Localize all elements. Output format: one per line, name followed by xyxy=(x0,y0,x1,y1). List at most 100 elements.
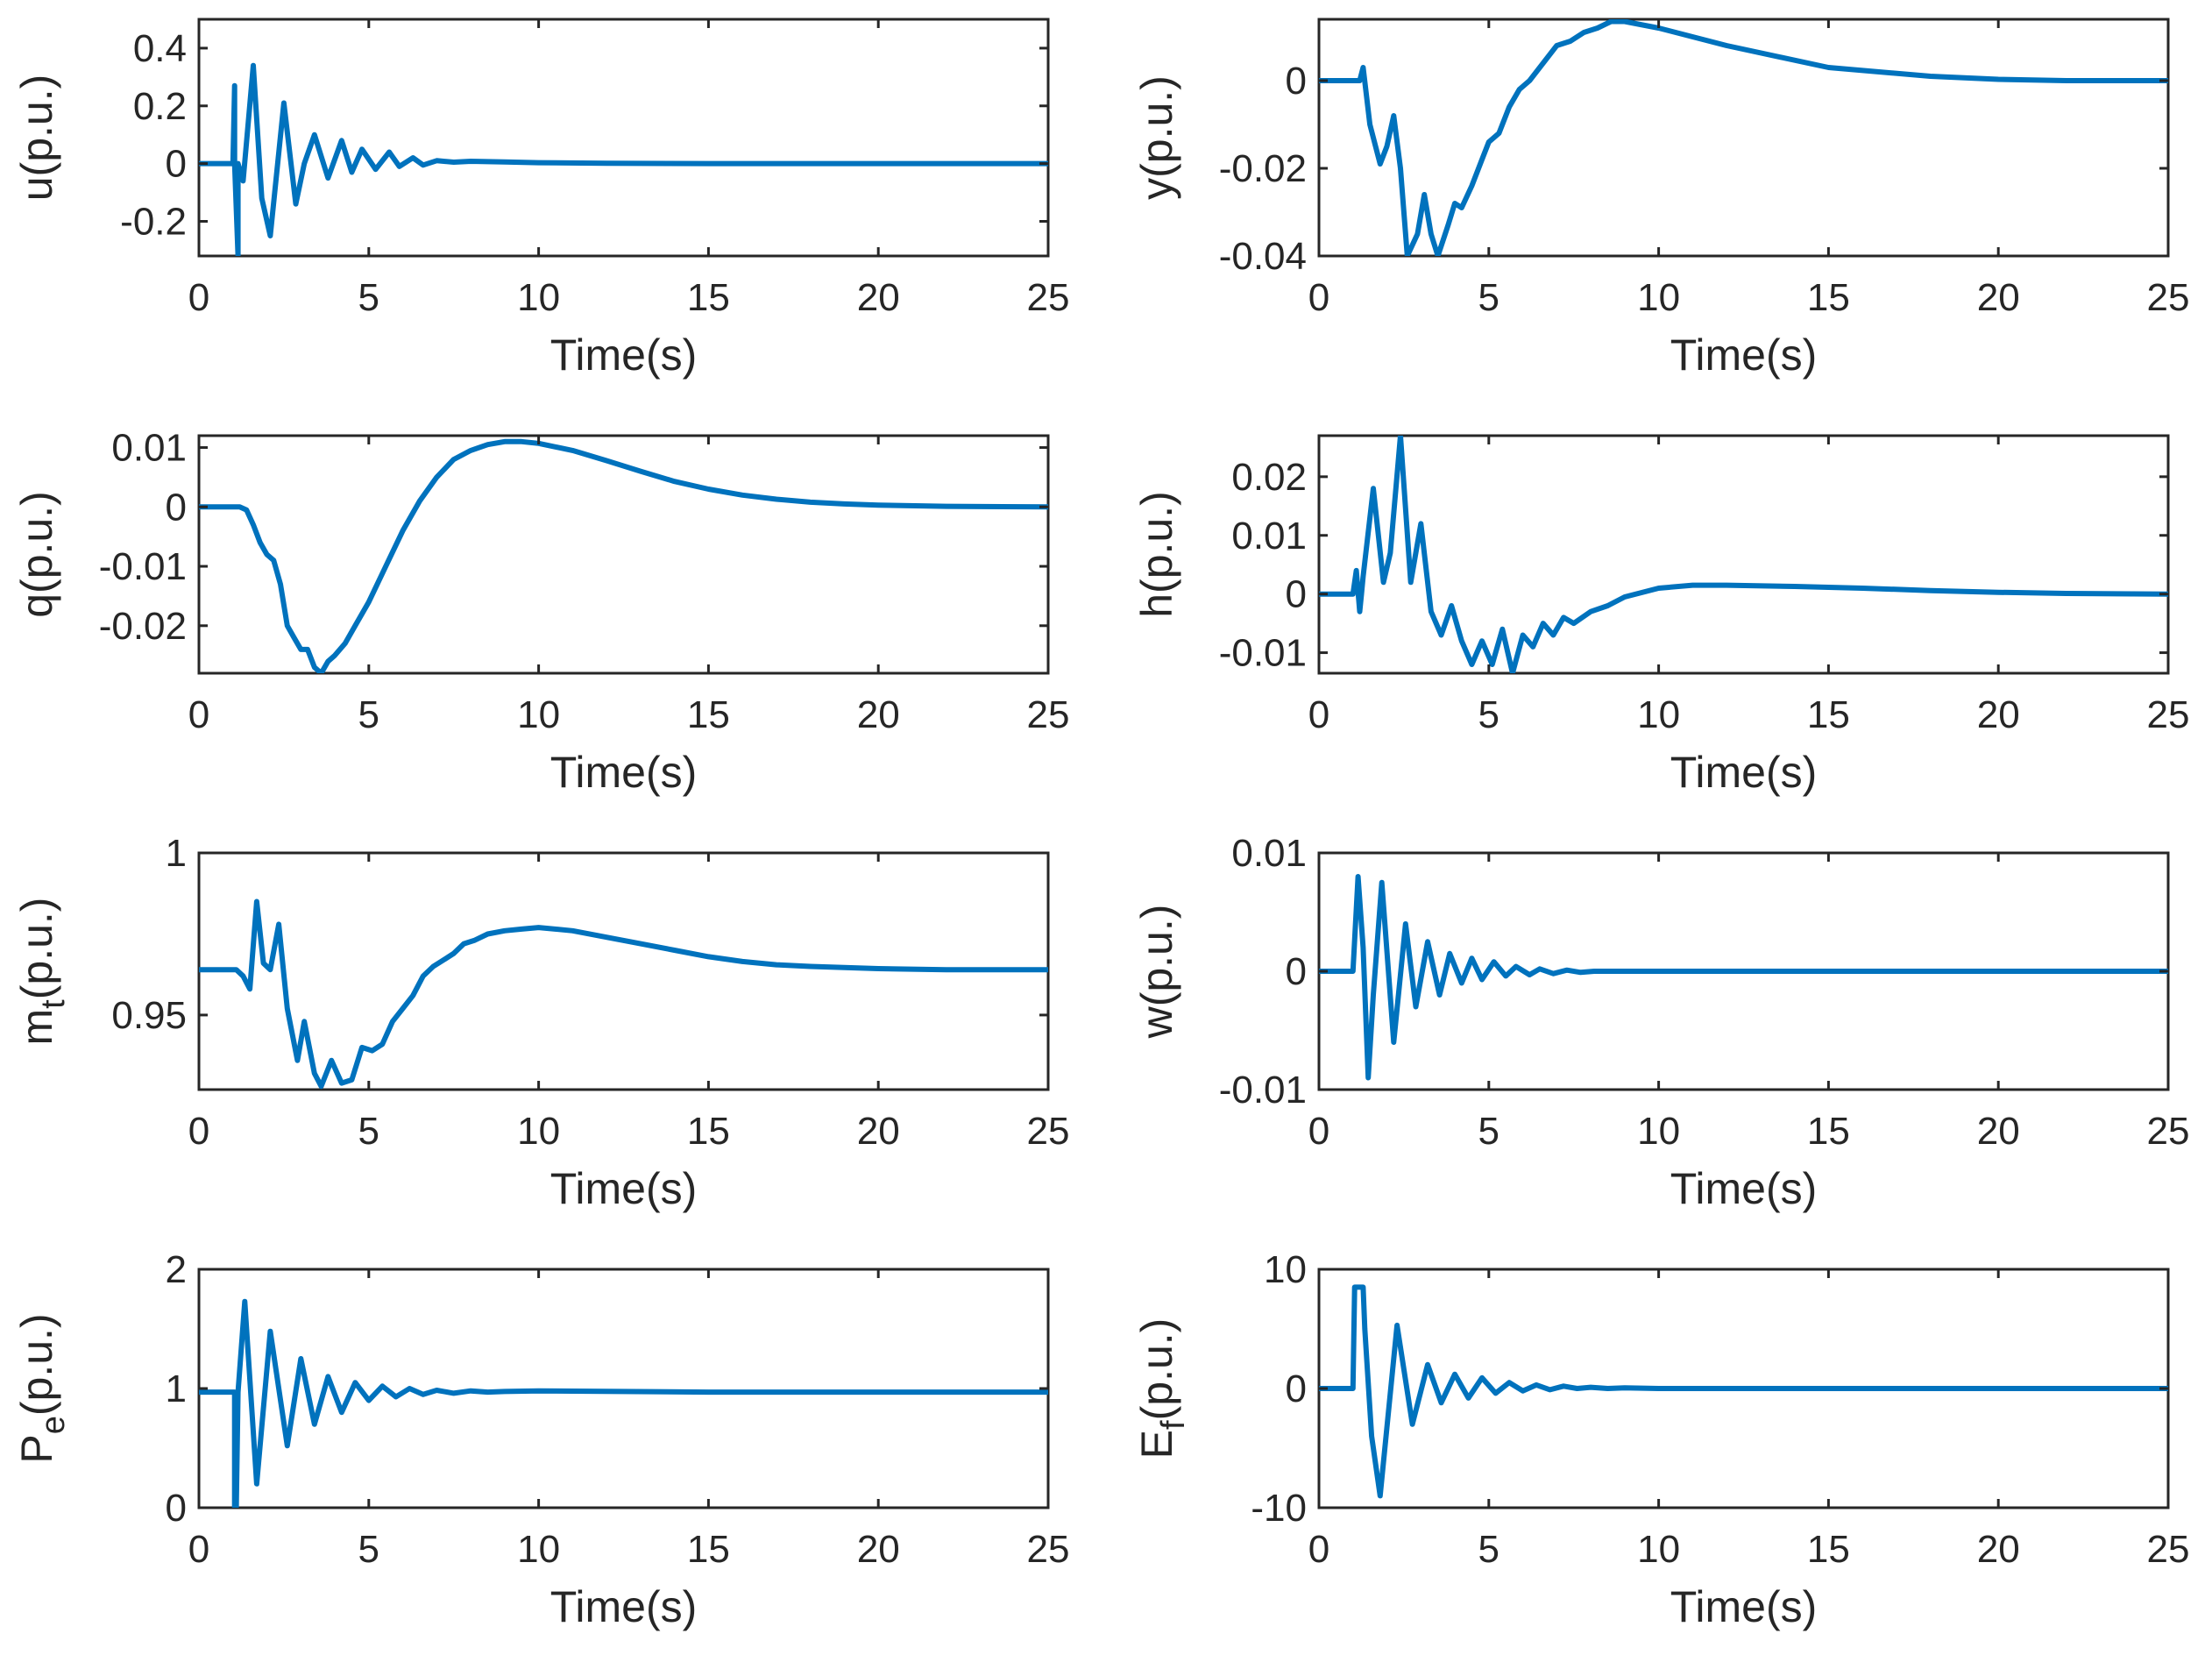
y-axis-title: mt(p.u.) xyxy=(12,898,72,1046)
x-tick-label: 20 xyxy=(1977,693,2020,736)
x-tick-label: 15 xyxy=(1807,1110,1850,1153)
x-tick-label: 15 xyxy=(687,1110,730,1153)
x-tick-label: 10 xyxy=(517,693,560,736)
x-tick-label: 10 xyxy=(1637,276,1680,319)
x-tick-label: 15 xyxy=(1807,1528,1850,1571)
series-line-Pe xyxy=(199,1298,1048,1508)
axes-frame xyxy=(197,18,1050,258)
x-tick-label: 25 xyxy=(1027,693,1070,736)
x-axis-title: Time(s) xyxy=(1670,1582,1818,1631)
y-tick-label: 0.4 xyxy=(133,27,187,70)
x-tick-label: 10 xyxy=(1637,1528,1680,1571)
y-tick-label: 0 xyxy=(166,143,187,186)
y-tick-label: -0.01 xyxy=(1219,632,1307,675)
x-tick-label: 20 xyxy=(857,1528,900,1571)
y-axis-title: q(p.u.) xyxy=(12,491,61,618)
x-tick-label: 25 xyxy=(1027,1110,1070,1153)
y-tick-label: 0.01 xyxy=(111,427,187,470)
subplot-Pe: 0 5 10 15 20 25 0 1 2 Time(s) Pe(p.u.) xyxy=(12,1248,1069,1631)
x-tick-label: 0 xyxy=(1308,276,1329,319)
x-tick-label: 10 xyxy=(1637,1110,1680,1153)
y-tick-label: 1 xyxy=(166,832,187,875)
x-tick-label: 5 xyxy=(1478,1110,1499,1153)
y-axis-title: Pe(p.u.) xyxy=(12,1313,72,1463)
series-line-w xyxy=(1319,874,2168,1081)
x-tick-label: 15 xyxy=(687,693,730,736)
y-tick-label: -0.2 xyxy=(120,200,187,243)
x-tick-label: 25 xyxy=(2147,1110,2190,1153)
y-tick-label: 0.2 xyxy=(133,85,187,128)
y-tick-label: -0.02 xyxy=(99,605,187,648)
y-tick-label: 2 xyxy=(166,1248,187,1291)
y-tick-label: -0.04 xyxy=(1219,235,1307,278)
y-tick-label: 0 xyxy=(1286,60,1307,103)
x-tick-label: 5 xyxy=(358,276,379,319)
x-tick-label: 20 xyxy=(857,693,900,736)
y-tick-label: 0 xyxy=(1286,573,1307,616)
x-axis-title: Time(s) xyxy=(1670,748,1818,797)
series-line-h xyxy=(1319,436,2168,673)
y-tick-label: 0 xyxy=(1286,950,1307,993)
axes-frame xyxy=(1317,434,2170,675)
x-tick-label: 0 xyxy=(188,1528,209,1571)
y-axis-title: y(p.u.) xyxy=(1132,75,1181,200)
y-tick-label: 10 xyxy=(1264,1248,1307,1291)
y-tick-label: 1 xyxy=(166,1367,187,1410)
subplot-q: 0 5 10 15 20 25 -0.02 -0.01 0 0.01 Time(s) q(p.u.) xyxy=(12,427,1069,797)
x-tick-label: 20 xyxy=(1977,1528,2020,1571)
y-tick-label: 0 xyxy=(1286,1367,1307,1410)
x-tick-label: 10 xyxy=(517,276,560,319)
x-tick-label: 25 xyxy=(1027,1528,1070,1571)
x-tick-label: 15 xyxy=(687,276,730,319)
x-axis-title: Time(s) xyxy=(1670,1164,1818,1213)
y-axis-title: u(p.u.) xyxy=(12,75,61,202)
x-tick-label: 25 xyxy=(2147,693,2190,736)
x-axis-title: Time(s) xyxy=(1670,330,1818,380)
y-tick-label: 0.02 xyxy=(1231,456,1307,499)
x-tick-label: 0 xyxy=(188,693,209,736)
x-tick-label: 15 xyxy=(1807,693,1850,736)
y-tick-label: 0.95 xyxy=(111,994,187,1037)
x-tick-label: 15 xyxy=(1807,276,1850,319)
axes-frame xyxy=(197,1268,1050,1509)
x-tick-label: 20 xyxy=(857,276,900,319)
x-tick-label: 5 xyxy=(1478,1528,1499,1571)
x-tick-label: 20 xyxy=(1977,1110,2020,1153)
axes-frame xyxy=(197,434,1050,675)
x-tick-label: 0 xyxy=(188,1110,209,1153)
x-axis-title: Time(s) xyxy=(550,1164,698,1213)
y-axis-title: Ef(p.u.) xyxy=(1132,1318,1192,1460)
x-tick-label: 10 xyxy=(517,1528,560,1571)
y-tick-label: 0 xyxy=(166,486,187,529)
series-line-mt xyxy=(199,898,1048,1090)
x-tick-label: 25 xyxy=(2147,276,2190,319)
x-tick-label: 25 xyxy=(1027,276,1070,319)
subplot-mt: 0 5 10 15 20 25 0.95 1 Time(s) mt(p.u.) xyxy=(12,832,1069,1213)
x-axis-title: Time(s) xyxy=(550,330,698,380)
x-tick-label: 0 xyxy=(1308,1528,1329,1571)
x-axis-title: Time(s) xyxy=(550,1582,698,1631)
x-tick-label: 0 xyxy=(188,276,209,319)
y-tick-label: -0.01 xyxy=(1219,1069,1307,1112)
subplot-y: 0 5 10 15 20 25 -0.04 -0.02 0 Time(s) y(p.u.) xyxy=(1132,18,2190,380)
x-tick-label: 5 xyxy=(1478,693,1499,736)
y-axis-title: w(p.u.) xyxy=(1132,905,1181,1040)
x-axis-title: Time(s) xyxy=(550,748,698,797)
y-tick-label: -0.01 xyxy=(99,545,187,588)
y-tick-label: 0.01 xyxy=(1231,515,1307,558)
x-tick-label: 10 xyxy=(517,1110,560,1153)
y-axis-title: h(p.u.) xyxy=(1132,491,1181,618)
x-tick-label: 15 xyxy=(687,1528,730,1571)
x-tick-label: 0 xyxy=(1308,693,1329,736)
x-tick-label: 0 xyxy=(1308,1110,1329,1153)
axes-frame xyxy=(1317,18,2170,258)
x-tick-label: 20 xyxy=(1977,276,2020,319)
x-tick-label: 25 xyxy=(2147,1528,2190,1571)
series-line-u xyxy=(199,62,1048,256)
series-line-Ef xyxy=(1319,1284,2168,1499)
x-tick-label: 5 xyxy=(358,1528,379,1571)
